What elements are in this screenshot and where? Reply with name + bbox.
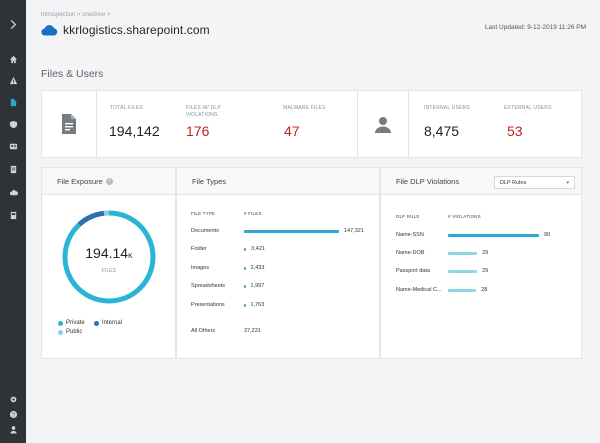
site-header: kkrlogistics.sharepoint.com: [41, 23, 210, 37]
file-type-count: 147,321: [344, 228, 364, 234]
legend-public-label: Public: [66, 329, 83, 335]
donut-center-unit: K: [128, 253, 133, 260]
gear-icon[interactable]: [5, 392, 21, 406]
dlp-rule-label[interactable]: Name-DOB: [396, 250, 425, 256]
file-type-label: Presentations: [191, 302, 225, 308]
dlp-violation-bar[interactable]: [448, 234, 539, 237]
internal-users-label: INTERNAL USERS: [424, 105, 470, 111]
files-count-col-header: # FILES: [244, 211, 262, 216]
dlp-violation-count: 28: [481, 287, 488, 293]
file-types-title: File Types: [192, 176, 227, 186]
alert-icon[interactable]: [5, 73, 21, 87]
file-type-count: 1,763: [250, 302, 265, 308]
file-type-label: Folder: [191, 246, 207, 252]
cloud-icon[interactable]: [5, 185, 21, 199]
donut-center: 194.14K: [61, 245, 157, 263]
home-icon[interactable]: [5, 52, 21, 66]
file-icon: [62, 114, 76, 134]
chevron-right-icon[interactable]: [5, 17, 21, 31]
file-type-label: All Others: [191, 328, 216, 334]
file-type-bar: [244, 248, 247, 251]
users-icon[interactable]: [5, 139, 21, 153]
legend-internal: Internal: [94, 320, 122, 326]
section-title: Files & Users: [41, 68, 104, 80]
dlp-rules-select-value: DLP Rules: [500, 179, 527, 186]
legend-internal-swatch: [94, 320, 99, 326]
user-icon[interactable]: [5, 422, 21, 436]
malware-files-value[interactable]: 47: [284, 123, 300, 139]
user-icon: [375, 116, 391, 133]
dlp-violation-bar[interactable]: [448, 289, 477, 292]
donut-center-value: 194.14: [85, 245, 129, 261]
dlp-violations-value[interactable]: 176: [186, 123, 210, 139]
file-exposure-header: File Exposure i: [42, 168, 175, 195]
files-stat-icon-box: [42, 91, 97, 157]
breadcrumb[interactable]: Introspection > onedrive >: [41, 12, 111, 18]
files-icon[interactable]: [5, 95, 21, 109]
file-exposure-panel: File Exposure i 194.14K FILES Private In…: [41, 167, 176, 359]
file-type-label: Spreadsheets: [191, 283, 225, 289]
malware-files-label: MALWARE FILES: [283, 105, 326, 111]
dlp-violation-count: 29: [482, 268, 489, 274]
site-name: kkrlogistics.sharepoint.com: [63, 23, 210, 37]
shield-icon[interactable]: [5, 117, 21, 131]
help-icon[interactable]: ?: [5, 407, 21, 421]
file-type-bar: [244, 304, 246, 307]
file-exposure-title: File Exposure: [57, 176, 103, 186]
file-type-count: 2,433: [250, 265, 265, 271]
info-icon[interactable]: i: [105, 177, 113, 185]
legend-public-swatch: [58, 329, 63, 335]
users-stat-icon-box: [357, 91, 409, 157]
internal-users-value[interactable]: 8,475: [424, 123, 460, 139]
dlp-violation-count: 90: [544, 232, 551, 238]
chevron-down-icon: ▾: [566, 180, 569, 186]
file-type-count: 3,421: [251, 246, 265, 252]
dlp-rules-select[interactable]: DLP Rules ▾: [494, 176, 575, 189]
legend-public: Public: [58, 329, 82, 335]
legend-private: Private: [58, 320, 85, 326]
legend-private-swatch: [58, 320, 63, 326]
file-type-count: 37,231: [244, 328, 261, 334]
violations-col-header: # VIOLATIONS: [448, 214, 481, 219]
dlp-violations-label: FILES W/ DLP VIOLATIONS: [186, 105, 221, 118]
dlp-rule-label[interactable]: Passport data: [396, 268, 430, 274]
last-updated: Last Updated: 9-12-2019 11:26 PM: [484, 24, 586, 31]
file-types-header: File Types: [177, 168, 379, 195]
dlp-violation-count: 29: [482, 250, 489, 256]
file-type-count: 1,997: [250, 283, 265, 289]
file-type-label: Documents: [191, 228, 219, 234]
dlp-violation-bar[interactable]: [448, 270, 478, 273]
file-types-panel: File Types FILE TYPE # FILES Documents 14…: [176, 167, 380, 359]
onedrive-cloud-icon: [41, 24, 58, 36]
file-type-bar: [244, 285, 246, 288]
dlp-violations-panel: File DLP Violations DLP Rules ▾ DLP RULE…: [380, 167, 582, 359]
dlp-rule-label[interactable]: Name-SSN: [396, 232, 424, 238]
file-type-col-header: FILE TYPE: [191, 211, 216, 216]
dlp-rule-label[interactable]: Name-Medical C...: [396, 287, 442, 293]
document-icon[interactable]: [5, 162, 21, 176]
file-exposure-donut: [62, 210, 156, 304]
stats-card: TOTAL FILES 194,142 FILES W/ DLP VIOLATI…: [41, 90, 582, 158]
external-users-label: EXTERNAL USERS: [504, 105, 552, 111]
legend-private-label: Private: [66, 320, 85, 326]
donut-public-segment: [62, 210, 156, 304]
dlp-violations-title: File DLP Violations: [396, 176, 460, 186]
file-type-label: Images: [191, 265, 210, 271]
file-type-bar: [244, 267, 246, 270]
total-files-label: TOTAL FILES: [110, 105, 143, 111]
dlp-violation-bar[interactable]: [448, 252, 478, 255]
external-users-value[interactable]: 53: [507, 123, 523, 139]
svg-text:?: ?: [12, 412, 15, 418]
sidebar: ?: [0, 0, 26, 443]
report-icon[interactable]: [5, 208, 21, 222]
legend-internal-label: Internal: [102, 320, 123, 326]
total-files-value: 194,142: [109, 123, 160, 139]
file-type-bar: [244, 230, 339, 233]
main-content: Introspection > onedrive > kkrlogistics.…: [26, 0, 600, 443]
dlp-rule-col-header: DLP RULE: [396, 214, 420, 219]
donut-center-label: FILES: [102, 268, 116, 274]
